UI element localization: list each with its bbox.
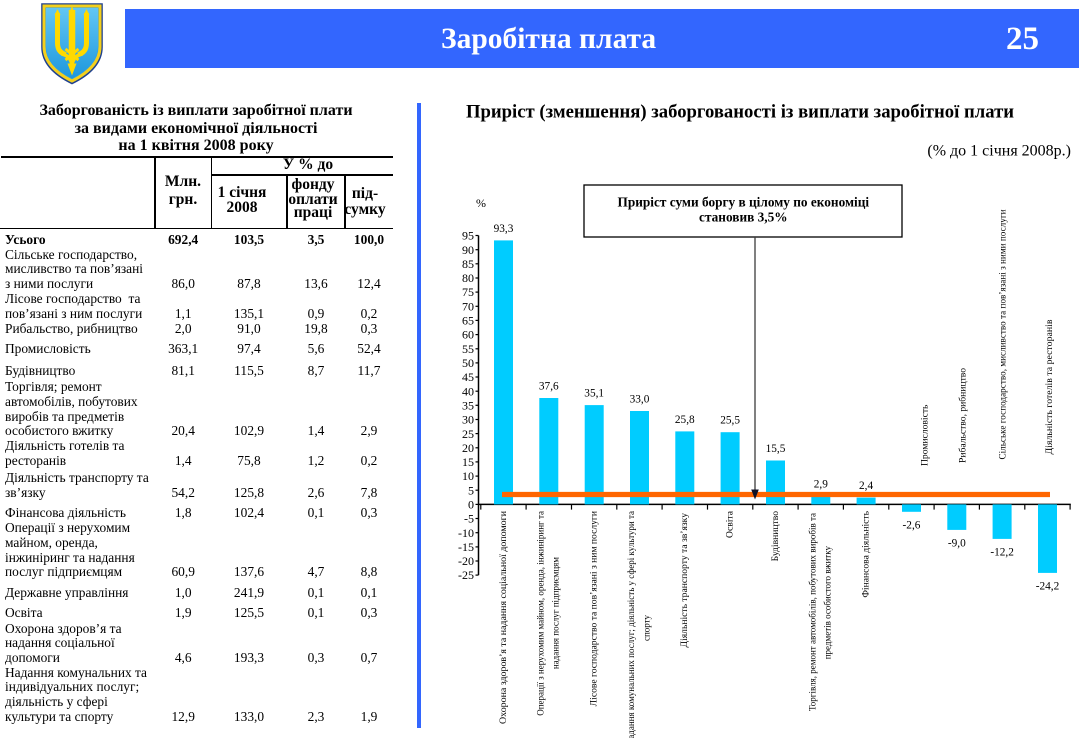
svg-text:93,3: 93,3 [494, 223, 514, 235]
svg-text:Операції з нерухомим майном, о: Операції з нерухомим майном, оренда, інж… [535, 511, 545, 716]
svg-text:20: 20 [462, 441, 474, 455]
svg-text:Фінансова діяльність: Фінансова діяльність [860, 510, 871, 597]
svg-text:15,5: 15,5 [766, 443, 786, 455]
svg-text:33,0: 33,0 [630, 394, 650, 406]
svg-text:85: 85 [462, 257, 474, 271]
svg-text:80: 80 [462, 271, 474, 285]
svg-text:Приріст (зменшення) заборгован: Приріст (зменшення) заборгованості із ви… [466, 102, 1014, 123]
svg-text:35: 35 [462, 398, 474, 412]
svg-text:-10: -10 [458, 526, 474, 540]
svg-text:предметів особистого вжитку: предметів особистого вжитку [823, 546, 833, 660]
svg-text:55: 55 [462, 342, 474, 356]
svg-text:Діяльність транспорту та зв’яз: Діяльність транспорту та зв’язку [679, 513, 690, 648]
svg-text:%: % [476, 196, 486, 210]
svg-text:Охорона здоров’я та надання со: Охорона здоров’я та надання соціальної д… [498, 511, 509, 724]
svg-text:надання послуг підприємцям: надання послуг підприємцям [551, 557, 561, 669]
svg-text:25,8: 25,8 [675, 414, 695, 426]
svg-text:37,6: 37,6 [539, 381, 559, 393]
svg-text:35,1: 35,1 [584, 388, 604, 400]
svg-text:-2,6: -2,6 [903, 519, 921, 531]
svg-text:-24,2: -24,2 [1036, 580, 1060, 592]
svg-text:25,5: 25,5 [720, 415, 740, 427]
svg-text:Промисловість: Промисловість [920, 404, 931, 466]
svg-text:2,9: 2,9 [814, 479, 828, 491]
svg-text:10: 10 [462, 469, 474, 483]
svg-text:65: 65 [462, 314, 474, 328]
svg-text:60: 60 [462, 328, 474, 342]
svg-text:-25: -25 [458, 568, 474, 582]
svg-text:25: 25 [462, 427, 474, 441]
svg-text:Будівництво: Будівництво [770, 511, 781, 562]
svg-text:-9,0: -9,0 [948, 537, 966, 549]
svg-text:-20: -20 [458, 554, 474, 568]
svg-text:Приріст суми боргу в цілому по: Приріст суми боргу в цілому по економіці [617, 195, 869, 210]
svg-text:40: 40 [462, 384, 474, 398]
svg-text:-15: -15 [458, 540, 474, 554]
svg-text:95: 95 [462, 229, 474, 243]
svg-text:Рибальство, рибництво: Рибальство, рибництво [958, 368, 969, 463]
svg-text:70: 70 [462, 299, 474, 313]
svg-text:0: 0 [468, 498, 474, 512]
svg-text:-5: -5 [464, 512, 474, 526]
svg-text:Сільське господарство, мисливс: Сільське господарство, мисливство та пов… [998, 210, 1009, 460]
svg-text:Освіта: Освіта [724, 510, 735, 538]
svg-text:-12,2: -12,2 [990, 546, 1014, 558]
svg-text:становив 3,5%: становив 3,5% [699, 210, 788, 225]
svg-text:Торгівля, ремонт автомобілів,: Торгівля, ремонт автомобілів, побутових … [807, 513, 817, 711]
svg-text:(% до 1 січня 2008р.): (% до 1 січня 2008р.) [927, 142, 1071, 159]
svg-text:75: 75 [462, 285, 474, 299]
svg-text:2,4: 2,4 [859, 480, 873, 492]
svg-text:30: 30 [462, 413, 474, 427]
svg-text:5: 5 [468, 483, 474, 497]
svg-text:спорту: спорту [641, 615, 651, 642]
svg-text:45: 45 [462, 370, 474, 384]
svg-text:Лісове господарство та пов’яза: Лісове господарство та пов’язані з ним п… [589, 511, 600, 706]
svg-text:Діяльність готелів та ресторан: Діяльність готелів та ресторанів [1044, 319, 1055, 454]
svg-text:Надання комунальних послуг; ді: Надання комунальних послуг; діяльність у… [626, 511, 636, 738]
svg-text:90: 90 [462, 243, 474, 257]
svg-text:50: 50 [462, 356, 474, 370]
svg-text:15: 15 [462, 455, 474, 469]
